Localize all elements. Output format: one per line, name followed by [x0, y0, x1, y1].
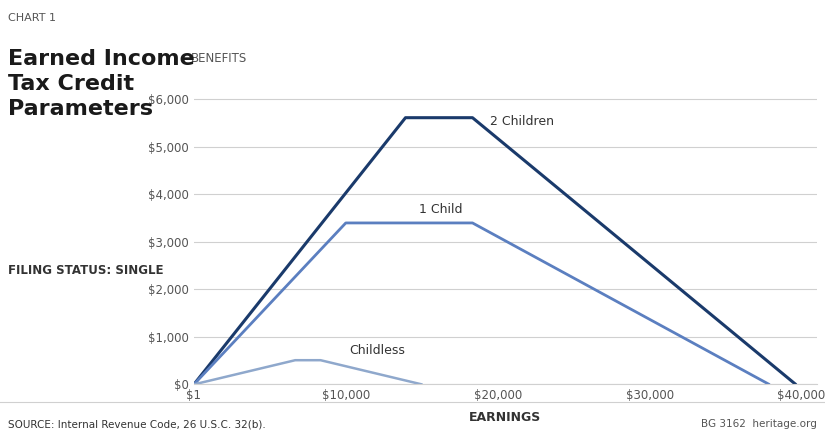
Text: 2 Children: 2 Children — [490, 115, 554, 128]
Text: SOURCE: Internal Revenue Code, 26 U.S.C. 32(b).: SOURCE: Internal Revenue Code, 26 U.S.C.… — [8, 419, 266, 429]
Text: 1 Child: 1 Child — [419, 203, 462, 216]
Text: BENEFITS: BENEFITS — [191, 52, 247, 65]
Text: BG 3162  heritage.org: BG 3162 heritage.org — [701, 419, 817, 429]
X-axis label: EARNINGS: EARNINGS — [469, 411, 541, 424]
Text: Earned Income
Tax Credit
Parameters: Earned Income Tax Credit Parameters — [8, 49, 195, 119]
Text: FILING STATUS: SINGLE: FILING STATUS: SINGLE — [8, 264, 163, 277]
Text: CHART 1: CHART 1 — [8, 13, 56, 23]
Text: Childless: Childless — [349, 344, 405, 357]
